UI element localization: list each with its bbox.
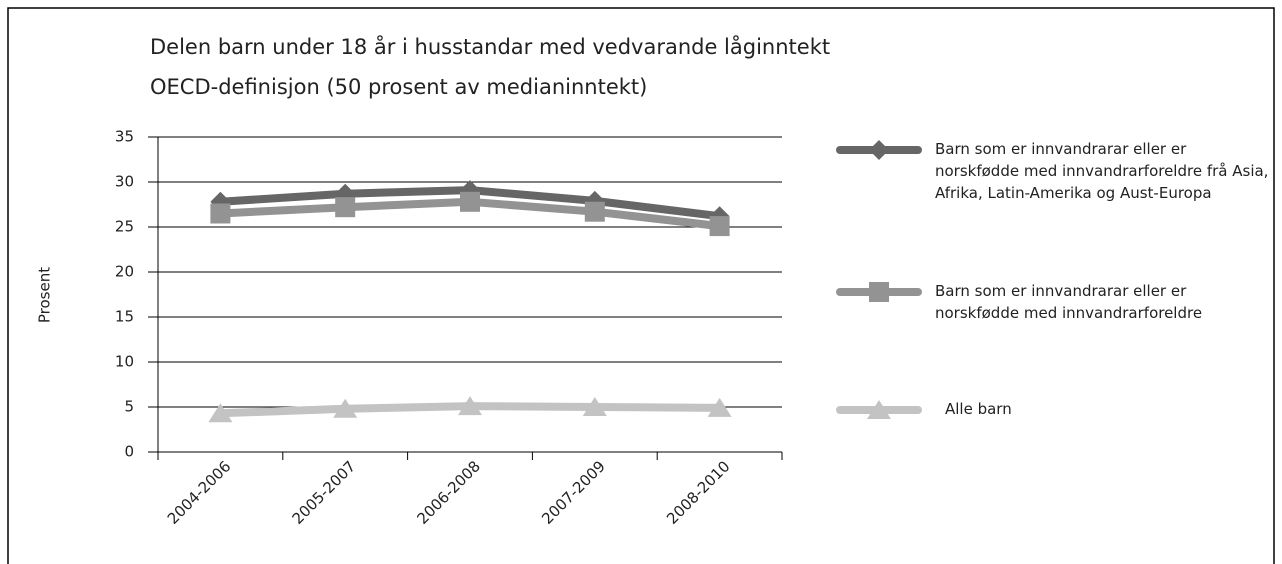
legend-label: Barn som er innvandrarar eller er norskf…	[935, 140, 1269, 202]
x-tick-label: 2005-2007	[289, 457, 360, 528]
y-axis-label: Prosent	[36, 267, 54, 323]
marker	[584, 201, 605, 222]
chart-title: Delen barn under 18 år i husstandar med …	[150, 34, 830, 59]
marker	[335, 197, 356, 218]
x-tick-label: 2004-2006	[164, 457, 235, 528]
marker	[869, 282, 889, 302]
x-tick-label: 2006-2008	[413, 457, 484, 528]
y-tick-label: 10	[115, 353, 134, 371]
y-tick-label: 5	[124, 398, 134, 416]
marker	[869, 140, 889, 160]
marker	[458, 396, 482, 416]
marker	[707, 397, 732, 417]
chart-subtitle: OECD-definisjon (50 prosent av medianinn…	[150, 75, 647, 99]
y-tick-label: 15	[115, 308, 134, 326]
frame	[7, 7, 1275, 564]
y-tick-label: 35	[115, 128, 134, 146]
legend-label: Alle barn	[945, 400, 1012, 418]
marker	[333, 398, 358, 418]
marker	[460, 191, 480, 212]
x-tick-label: 2008-2010	[663, 457, 734, 528]
marker	[208, 403, 233, 423]
y-tick-label: 25	[115, 218, 134, 236]
x-tick-label: 2007-2009	[538, 457, 609, 528]
legend-label: Barn som er innvandrarar eller er norskf…	[935, 282, 1203, 322]
marker	[582, 397, 607, 416]
y-tick-label: 0	[124, 443, 134, 461]
y-tick-label: 20	[115, 263, 134, 281]
y-tick-label: 30	[115, 173, 134, 191]
marker	[867, 400, 891, 419]
marker	[709, 216, 730, 237]
marker	[210, 203, 231, 224]
